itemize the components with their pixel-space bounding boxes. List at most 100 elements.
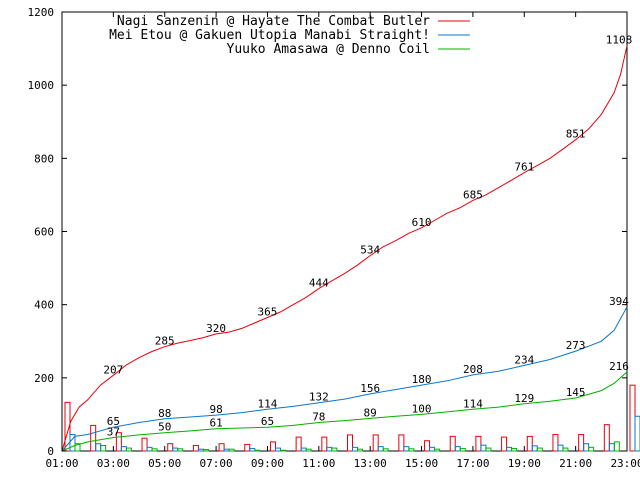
bar [634, 415, 640, 452]
bar [90, 424, 97, 452]
bar [228, 448, 235, 452]
bar [326, 446, 333, 452]
bar [244, 443, 251, 452]
bar [398, 434, 405, 452]
data-label: 180 [412, 373, 432, 386]
series-line [61, 306, 628, 452]
bar [321, 436, 328, 452]
bar [331, 447, 338, 452]
x-tick-label: 05:00 [148, 457, 181, 470]
bar [382, 448, 389, 452]
bar [424, 440, 431, 452]
bar [501, 436, 508, 452]
data-label: 534 [360, 244, 380, 257]
x-tick-label: 11:00 [302, 457, 335, 470]
data-label: 65 [107, 415, 120, 428]
bar [485, 447, 492, 452]
data-label: 61 [209, 417, 222, 430]
axes-layer: 0 200 400 600 800 1000 1200 01:00 03:00 05:00 07:0… [28, 6, 640, 470]
bar [562, 447, 569, 452]
bar [347, 434, 353, 452]
data-label: 37 [107, 425, 120, 438]
bar [223, 448, 230, 452]
x-tick-label: 01:00 [45, 457, 78, 470]
y-tick-label: 200 [34, 372, 54, 385]
data-label: 156 [360, 382, 380, 395]
x-tick-label: 09:00 [251, 457, 284, 470]
bar [120, 446, 127, 452]
bar [167, 443, 174, 452]
bar [269, 441, 276, 452]
legend-label: Mei Etou @ Gakuen Utopia Manabi Straight… [109, 28, 430, 43]
x-tick-label: 21:00 [559, 457, 592, 470]
bar [480, 444, 487, 452]
bar [526, 435, 533, 452]
bar [613, 441, 620, 452]
bar [459, 447, 466, 452]
data-label: 114 [258, 397, 278, 410]
bar [434, 448, 441, 452]
y-tick-label: 1000 [28, 79, 55, 92]
data-label: 88 [158, 407, 171, 420]
x-tick-label: 15:00 [405, 457, 438, 470]
data-label: 1108 [606, 34, 633, 47]
bar [300, 447, 307, 452]
bar [357, 448, 363, 452]
data-label: 98 [209, 403, 222, 416]
data-label: 145 [566, 386, 586, 399]
bar [588, 446, 595, 452]
data-label: 273 [566, 339, 586, 352]
series-line [61, 371, 628, 452]
bar [536, 447, 543, 452]
data-label: 320 [206, 322, 226, 335]
data-label: 78 [312, 410, 325, 423]
data-label: 851 [566, 128, 586, 141]
x-tick-label: 17:00 [456, 457, 489, 470]
bar [64, 401, 71, 452]
bar [125, 447, 132, 452]
data-label: 89 [364, 406, 377, 419]
x-tick-label: 07:00 [200, 457, 233, 470]
bar [274, 447, 281, 452]
bar [506, 446, 513, 452]
bar [372, 434, 379, 452]
bar [279, 449, 286, 452]
data-label: 444 [309, 277, 329, 290]
data-label: 610 [412, 216, 432, 229]
plot-frame [61, 11, 628, 452]
data-label: 234 [514, 353, 534, 366]
bar [377, 446, 384, 452]
bar [146, 446, 153, 452]
bar [403, 446, 410, 452]
bar [603, 424, 610, 452]
legend-label: Nagi Sanzenin @ Hayate The Combat Butler [117, 14, 430, 29]
x-tick-label: 03:00 [97, 457, 130, 470]
data-label: 685 [463, 188, 483, 201]
x-tick-label: 13:00 [354, 457, 387, 470]
data-label: 129 [514, 392, 534, 405]
bar [202, 449, 209, 452]
lines-layer [61, 45, 628, 452]
bar [74, 443, 81, 452]
bar [608, 443, 615, 452]
bar [249, 447, 256, 452]
bar [475, 435, 482, 452]
bar [197, 448, 204, 452]
y-tick-label: 800 [34, 152, 54, 165]
bar [254, 449, 261, 452]
bar [69, 434, 76, 452]
x-tick-label: 23:00 [610, 457, 640, 470]
legend-label: Yuuko Amasawa @ Denno Coil [227, 42, 431, 57]
data-label: 761 [514, 161, 534, 174]
y-tick-label: 400 [34, 299, 54, 312]
bar [151, 448, 158, 452]
bar [449, 435, 456, 452]
data-label: 114 [463, 397, 483, 410]
bar [95, 443, 102, 452]
bar [100, 445, 107, 452]
data-label: 207 [103, 363, 123, 376]
x-tick-label: 19:00 [508, 457, 541, 470]
bar [531, 445, 538, 452]
data-label: 65 [261, 415, 274, 428]
bar [557, 444, 564, 452]
